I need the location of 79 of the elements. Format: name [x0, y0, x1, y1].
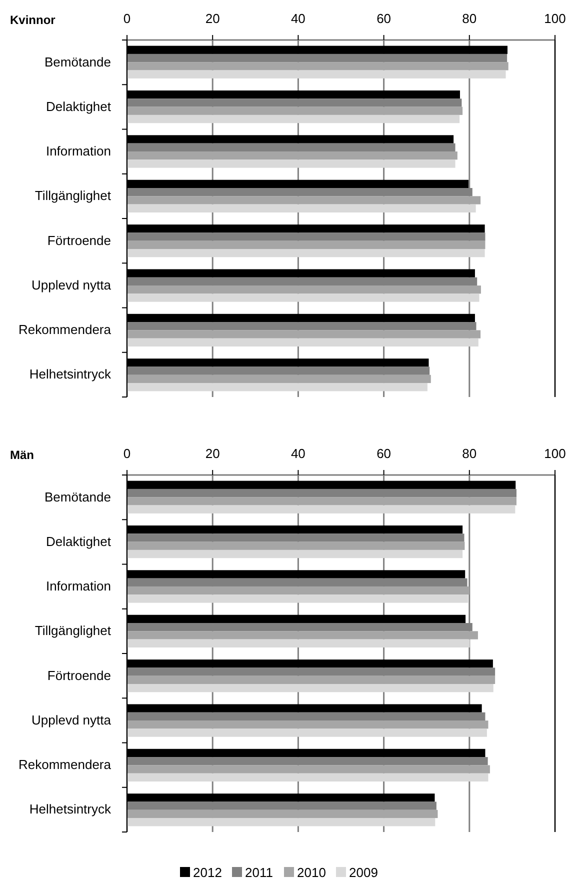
bar: [127, 248, 485, 258]
bar: [127, 631, 478, 640]
bar: [127, 366, 430, 375]
chart-title: Kvinnor: [10, 13, 56, 27]
bar: [127, 586, 470, 595]
bar: [127, 728, 487, 737]
bar: [127, 505, 516, 514]
x-tick-label: 100: [544, 446, 566, 461]
bar: [127, 712, 486, 721]
bar: [127, 374, 431, 384]
legend-label: 2012: [193, 865, 222, 880]
y-tick-label: Upplevd nytta: [32, 712, 112, 728]
bar: [127, 62, 508, 70]
x-tick-label: 40: [290, 11, 306, 26]
bar: [127, 818, 436, 826]
x-tick-label: 60: [376, 446, 392, 461]
x-tick-label: 0: [123, 446, 131, 461]
x-tick-label: 40: [290, 446, 306, 461]
x-tick-label: 0: [123, 11, 131, 26]
text: Män: [10, 448, 34, 462]
bar: [127, 765, 490, 774]
x-tick-label: 20: [205, 11, 220, 26]
bar: [127, 338, 478, 347]
y-tick-label: Förtroende: [47, 668, 111, 683]
y-tick-label: Förtroende: [47, 232, 111, 248]
bar: [127, 639, 470, 648]
bar: [127, 773, 488, 782]
bar: [127, 594, 468, 603]
bar: [127, 488, 516, 498]
legend-label: 2011: [245, 865, 273, 880]
y-tick-label: Tillgänglighet: [34, 188, 112, 204]
y-tick-label: Bemötande: [44, 489, 111, 504]
bar: [127, 550, 463, 558]
y-tick-label: Upplevd nytta: [32, 277, 112, 292]
bar: [127, 204, 476, 212]
x-tick-label: 80: [462, 11, 477, 26]
y-tick-label: Information: [46, 578, 111, 594]
bar: [127, 114, 460, 124]
bar: [127, 240, 486, 249]
bar: [127, 720, 488, 729]
bar: [127, 322, 476, 330]
y-tick-label: Helhetsintryck: [29, 366, 112, 382]
y-tick-label: Information: [46, 144, 111, 159]
y-tick-label: Rekommendera: [18, 757, 112, 772]
bar: [127, 330, 481, 338]
bar: [127, 232, 486, 241]
bar: [127, 277, 478, 286]
y-tick-label: Delaktighet: [46, 98, 112, 114]
bar: [127, 542, 465, 550]
y-tick-label: Rekommendera: [18, 322, 112, 338]
bar: [127, 151, 458, 160]
y-tick-label: Tillgänglighet: [34, 623, 112, 638]
bar: [127, 684, 494, 692]
x-tick-label: 20: [205, 446, 220, 461]
bar: [127, 70, 506, 78]
x-tick-label: 80: [462, 446, 477, 461]
bar: [127, 497, 516, 506]
legend-label: 2010: [297, 865, 326, 880]
y-tick-label: Delaktighet: [46, 534, 112, 549]
bar: [127, 668, 496, 676]
bar: [127, 196, 481, 204]
bar: [127, 757, 488, 766]
bar: [127, 286, 481, 294]
bar: [127, 383, 428, 392]
bar: [127, 810, 438, 818]
bar: [127, 676, 496, 684]
bar: [127, 802, 436, 810]
x-tick-label: 100: [544, 11, 566, 26]
x-tick-label: 60: [376, 11, 392, 26]
bar: [127, 294, 480, 302]
legend-label: 2009: [349, 865, 378, 880]
bar: [127, 160, 456, 168]
bar: [127, 143, 456, 152]
bar: [127, 54, 508, 62]
y-tick-label: Bemötande: [44, 54, 111, 70]
bar: [127, 106, 463, 115]
bar: [127, 534, 464, 542]
bar: [127, 98, 462, 107]
y-tick-label: Helhetsintryck: [29, 802, 112, 817]
